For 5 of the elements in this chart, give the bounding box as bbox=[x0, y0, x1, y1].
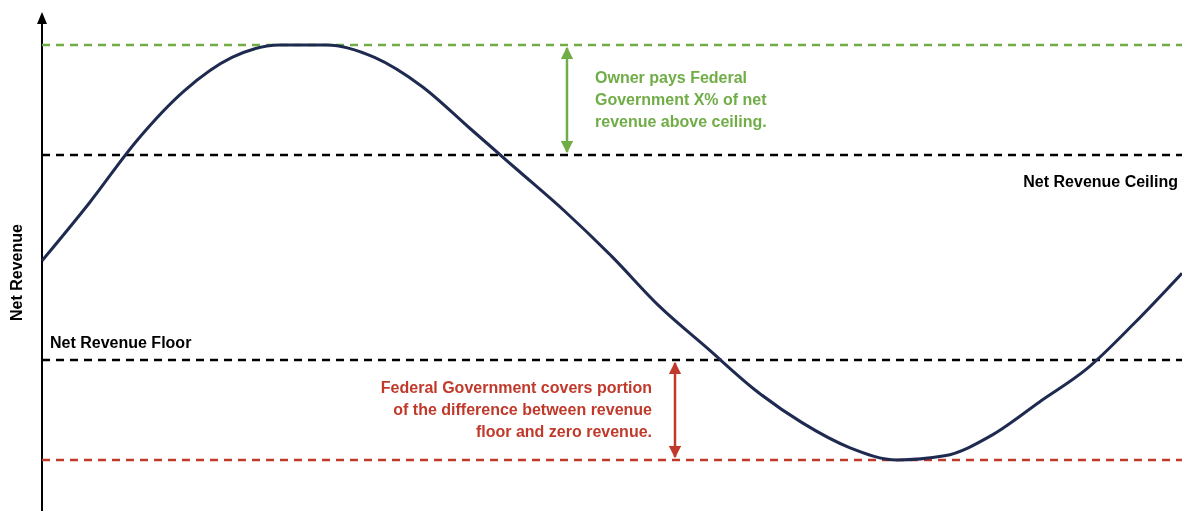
annotation: Owner pays Federal Government X% of net revenue above ceiling. bbox=[595, 68, 768, 130]
ref-line-label: Net Revenue Ceiling bbox=[1023, 172, 1178, 190]
y-axis-title: Net Revenue bbox=[8, 223, 25, 321]
ref-line-label: Net Revenue Floor bbox=[50, 333, 192, 351]
annotation: Federal Government covers portion of the difference between revenue floor and zero revenue. bbox=[380, 378, 653, 440]
